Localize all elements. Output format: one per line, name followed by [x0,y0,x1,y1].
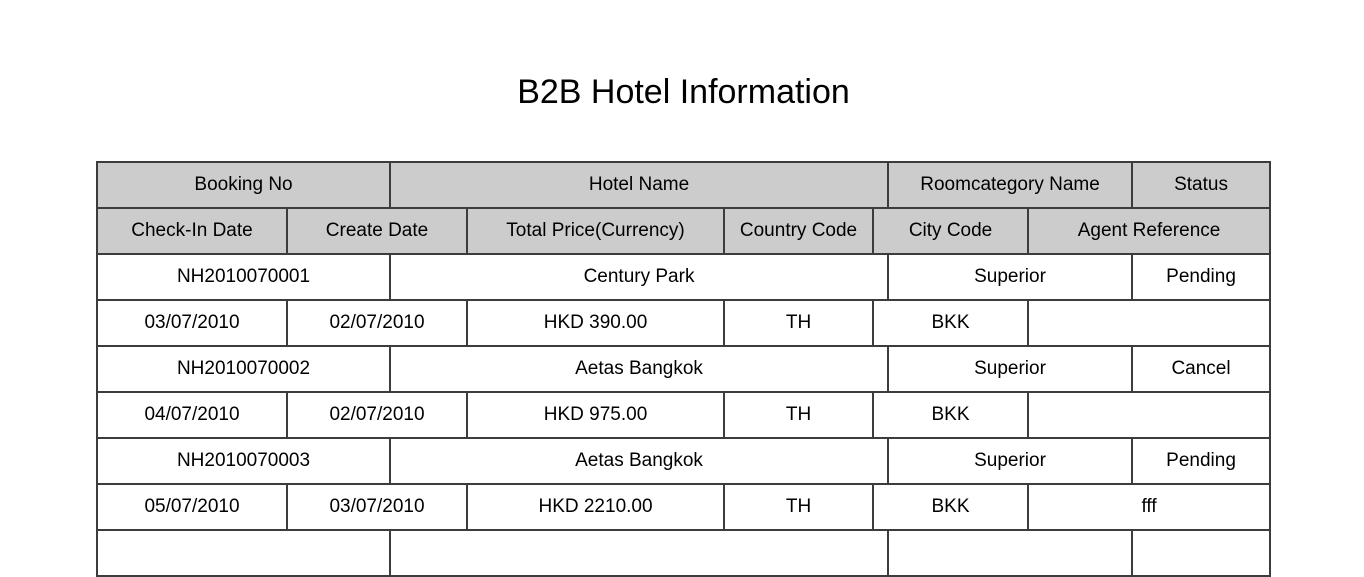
column-header-agent-reference: Agent Reference [1027,207,1272,255]
cell-booking-no [95,529,392,577]
cell-hotel-name: Century Park [389,253,890,301]
cell-status: Pending [1131,253,1272,301]
column-header-total-price: Total Price(Currency) [466,207,726,255]
column-header-create-date: Create Date [285,207,469,255]
cell-check-in-date: 04/07/2010 [96,391,288,439]
cell-status: Cancel [1131,345,1272,393]
column-header-city-code: City Code [872,207,1030,255]
cell-city-code: BKK [872,299,1030,347]
booking-detail-row: 05/07/2010 03/07/2010 HKD 2210.00 TH BKK… [96,483,1272,531]
cell-agent-reference [1027,391,1272,439]
cell-city-code: BKK [872,391,1030,439]
cell-total-price: HKD 2210.00 [466,483,726,531]
column-header-status: Status [1131,161,1272,209]
cell-create-date: 02/07/2010 [285,391,469,439]
cell-roomcategory-name: Superior [887,437,1134,485]
cell-total-price: HKD 390.00 [466,299,726,347]
cell-roomcategory-name: Superior [887,345,1134,393]
booking-detail-row: 04/07/2010 02/07/2010 HKD 975.00 TH BKK [96,391,1272,439]
cell-country-code: TH [723,299,875,347]
hotel-bookings-table: Booking No Hotel Name Roomcategory Name … [95,161,1272,577]
cell-country-code: TH [723,483,875,531]
cell-create-date: 03/07/2010 [285,483,469,531]
cell-hotel-name [389,529,890,577]
cell-roomcategory-name [887,529,1134,577]
booking-summary-row: NH2010070003 Aetas Bangkok Superior Pend… [95,437,1272,485]
column-header-hotel-name: Hotel Name [389,161,890,209]
booking-summary-row-partial [95,529,1272,577]
booking-summary-row: NH2010070001 Century Park Superior Pendi… [95,253,1272,301]
cell-check-in-date: 03/07/2010 [96,299,288,347]
cell-total-price: HKD 975.00 [466,391,726,439]
cell-booking-no: NH2010070002 [95,345,392,393]
cell-status [1131,529,1272,577]
cell-booking-no: NH2010070001 [95,253,392,301]
cell-check-in-date: 05/07/2010 [96,483,288,531]
column-header-check-in-date: Check-In Date [96,207,288,255]
booking-detail-row: 03/07/2010 02/07/2010 HKD 390.00 TH BKK [96,299,1272,347]
cell-status: Pending [1131,437,1272,485]
cell-country-code: TH [723,391,875,439]
booking-summary-row: NH2010070002 Aetas Bangkok Superior Canc… [95,345,1272,393]
cell-booking-no: NH2010070003 [95,437,392,485]
cell-hotel-name: Aetas Bangkok [389,345,890,393]
column-header-booking-no: Booking No [95,161,392,209]
cell-create-date: 02/07/2010 [285,299,469,347]
cell-agent-reference [1027,299,1272,347]
column-header-country-code: Country Code [723,207,875,255]
group-header-row: Booking No Hotel Name Roomcategory Name … [95,161,1272,209]
cell-city-code: BKK [872,483,1030,531]
cell-hotel-name: Aetas Bangkok [389,437,890,485]
detail-header-row: Check-In Date Create Date Total Price(Cu… [96,207,1272,255]
cell-roomcategory-name: Superior [887,253,1134,301]
cell-agent-reference: fff [1027,483,1272,531]
column-header-roomcategory-name: Roomcategory Name [887,161,1134,209]
page-title: B2B Hotel Information [517,73,850,111]
